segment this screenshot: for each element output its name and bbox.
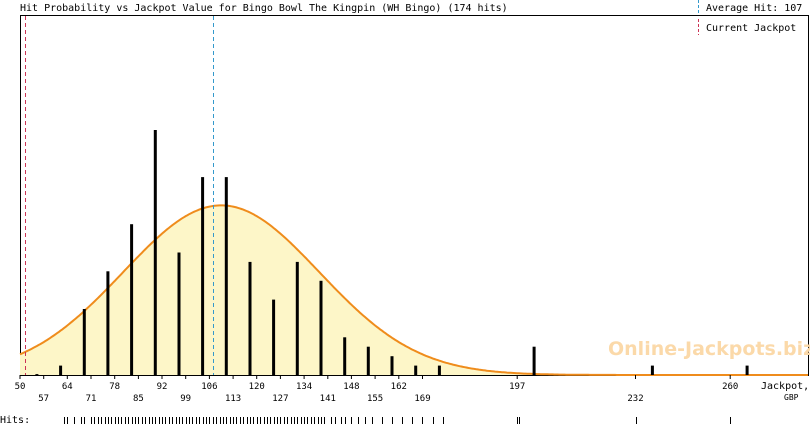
x-tick-label: 169 (414, 394, 430, 404)
x-tick-label: 120 (249, 382, 265, 392)
bar (319, 280, 323, 375)
x-ticks-group: 50 57 64 71 78 85 92 99 106 113 120 127 134 141 148 155… (15, 375, 738, 404)
x-tick-label: 113 (225, 394, 241, 404)
x-axis-unit: GBP (784, 393, 799, 402)
bar (437, 365, 441, 375)
bar (366, 346, 370, 375)
bar (106, 271, 110, 375)
bar (153, 130, 157, 375)
legend-average-hit-label: Average Hit: 107 (706, 3, 802, 14)
chart-title: Hit Probability vs Jackpot Value for Bin… (20, 3, 508, 14)
bar (248, 261, 252, 375)
x-tick-label: 85 (133, 394, 144, 404)
bar (130, 224, 134, 375)
bar (59, 365, 63, 375)
x-tick-label: 162 (391, 382, 407, 392)
x-tick-label: 197 (509, 382, 525, 392)
x-tick-label: 148 (343, 382, 359, 392)
x-tick-label: 232 (627, 394, 643, 404)
bar (35, 374, 39, 376)
bar (272, 299, 276, 375)
x-tick-label: 50 (15, 382, 26, 392)
x-tick-label: 155 (367, 394, 383, 404)
bars-group (35, 130, 749, 376)
bar (745, 365, 749, 375)
x-tick-label: 106 (201, 382, 217, 392)
hits-label: Hits: (0, 415, 30, 425)
legend: Average Hit: 107 Current Jackpot (698, 0, 802, 35)
distribution-curve (19, 204, 808, 376)
x-tick-label: 71 (86, 394, 97, 404)
x-tick-label: 127 (272, 394, 288, 404)
x-axis-label: Jackpot, (761, 381, 809, 392)
x-tick-label: 92 (157, 382, 168, 392)
x-tick-label: 141 (320, 394, 336, 404)
x-tick-label: 78 (109, 382, 120, 392)
bar (224, 177, 228, 375)
bar (414, 365, 418, 375)
x-tick-label: 134 (296, 382, 312, 392)
bar (390, 356, 394, 375)
bar (82, 309, 86, 375)
bar (343, 337, 347, 375)
bar (177, 252, 181, 375)
bar (650, 365, 654, 375)
x-tick-label: 260 (722, 382, 738, 392)
watermark: Online-Jackpots.biz (608, 338, 810, 360)
x-tick-label: 99 (180, 394, 191, 404)
bar (295, 261, 299, 375)
hits-rug-group (64, 417, 731, 424)
legend-current-jackpot-label: Current Jackpot (706, 23, 796, 34)
x-tick-label: 57 (38, 394, 49, 404)
x-tick-label: 64 (62, 382, 73, 392)
bar (532, 346, 536, 375)
distribution-curve-fill (20, 205, 808, 375)
bar (201, 177, 205, 375)
